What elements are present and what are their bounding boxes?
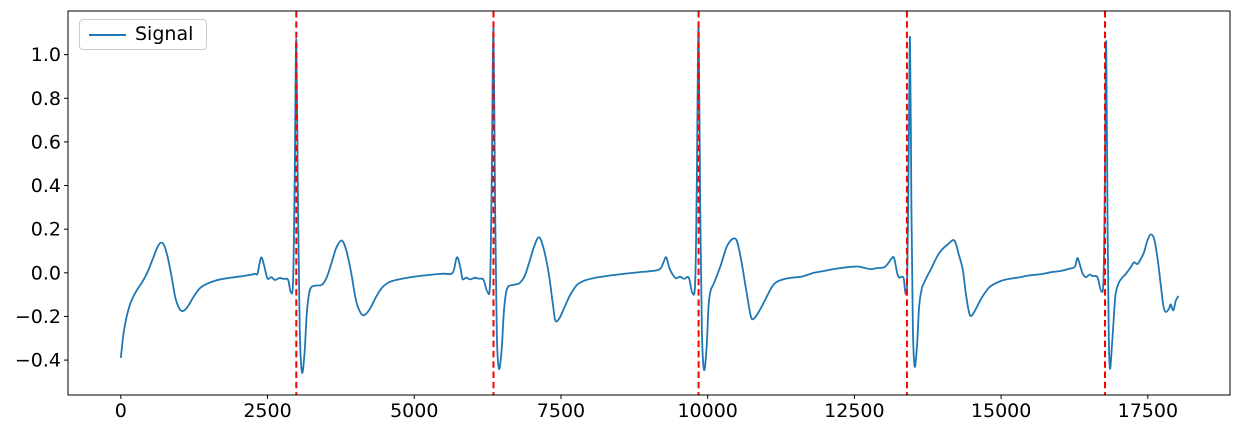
x-tick-label: 7500: [537, 400, 585, 422]
x-tick-label: 5000: [390, 400, 438, 422]
legend-label: Signal: [135, 23, 194, 45]
y-tick-label: 1.0: [31, 44, 61, 66]
x-tick-label: 12500: [824, 400, 884, 422]
legend: Signal: [79, 19, 208, 50]
y-tick-label: 0.4: [31, 175, 61, 197]
y-tick-label: 0.8: [31, 88, 61, 110]
y-tick-label: −0.2: [15, 306, 61, 328]
axes-frame: [67, 10, 1231, 396]
plot-area: [68, 11, 1230, 395]
x-tick-label: 10000: [677, 400, 737, 422]
y-tick-label: −0.4: [15, 350, 61, 372]
x-tick-label: 15000: [971, 400, 1031, 422]
x-tick-label: 0: [115, 400, 127, 422]
y-tick-label: 0.6: [31, 131, 61, 153]
x-tick-label: 2500: [243, 400, 291, 422]
legend-line-sample: [89, 33, 126, 36]
y-tick-label: 0.0: [31, 262, 61, 284]
x-tick-label: 17500: [1118, 400, 1178, 422]
y-tick-label: 0.2: [31, 219, 61, 241]
